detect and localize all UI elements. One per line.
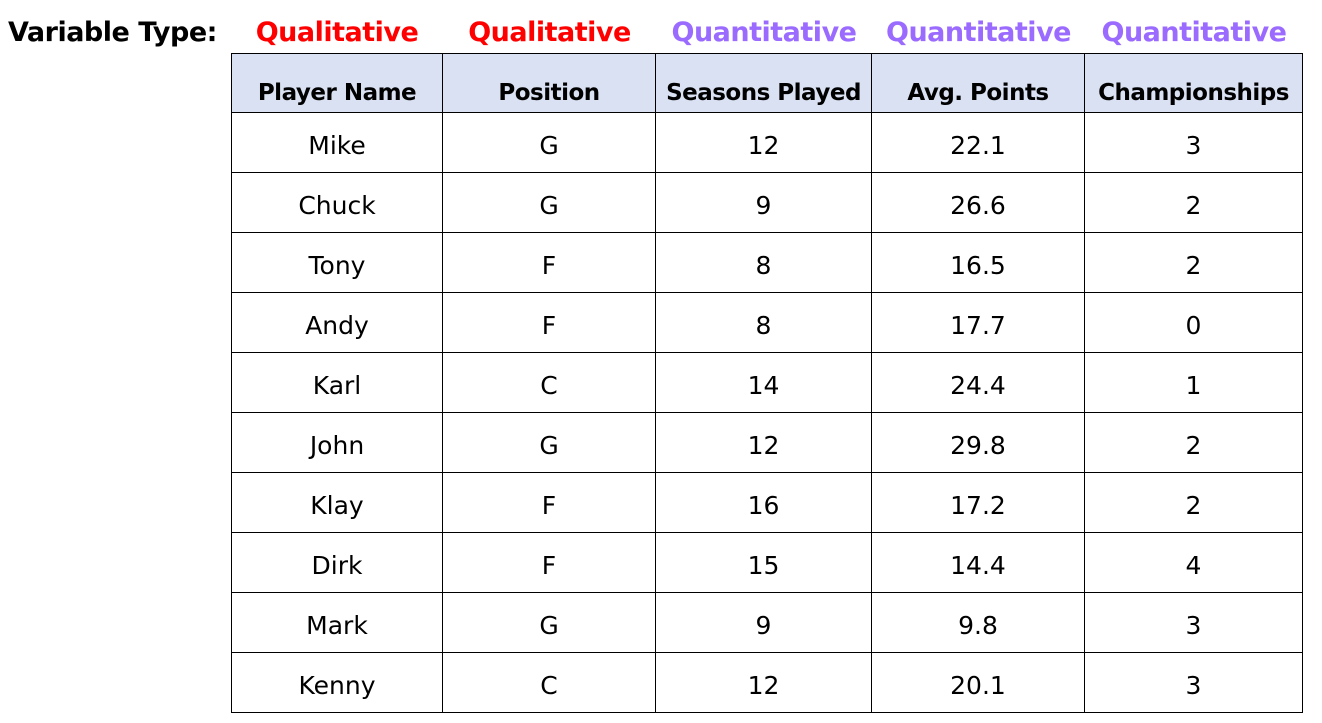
table-cell: 8: [656, 233, 872, 293]
table-cell: 4: [1085, 533, 1303, 593]
table-cell: John: [231, 413, 443, 473]
table-cell: 14: [656, 353, 872, 413]
variable-type-label: Variable Type:: [8, 16, 217, 48]
column-header: Seasons Played: [656, 53, 872, 113]
variable-type: Qualitative: [468, 16, 631, 48]
table-cell: Klay: [231, 473, 443, 533]
table-cell: 16.5: [872, 233, 1085, 293]
table-cell: 12: [656, 653, 872, 713]
table-cell: 17.7: [872, 293, 1085, 353]
table-cell: G: [443, 113, 656, 173]
table-cell: 0: [1085, 293, 1303, 353]
table-cell: C: [443, 353, 656, 413]
table-cell: 22.1: [872, 113, 1085, 173]
variable-type: Quantitative: [886, 16, 1071, 48]
table-cell: 9: [656, 593, 872, 653]
table-cell: 24.4: [872, 353, 1085, 413]
table-cell: Chuck: [231, 173, 443, 233]
table-cell: 20.1: [872, 653, 1085, 713]
table-cell: 3: [1085, 113, 1303, 173]
table-cell: 14.4: [872, 533, 1085, 593]
table-cell: C: [443, 653, 656, 713]
table-cell: 16: [656, 473, 872, 533]
table-cell: 8: [656, 293, 872, 353]
column-header: Player Name: [231, 53, 443, 113]
table-cell: Dirk: [231, 533, 443, 593]
column-header: Position: [443, 53, 656, 113]
table-cell: 1: [1085, 353, 1303, 413]
table-cell: G: [443, 593, 656, 653]
table-cell: 12: [656, 113, 872, 173]
variable-type: Qualitative: [255, 16, 419, 48]
table-cell: Mike: [231, 113, 443, 173]
table-cell: 15: [656, 533, 872, 593]
table-cell: 9.8: [872, 593, 1085, 653]
table-cell: Andy: [231, 293, 443, 353]
table-cell: G: [443, 413, 656, 473]
table-cell: Tony: [231, 233, 443, 293]
table-cell: 12: [656, 413, 872, 473]
table-cell: 9: [656, 173, 872, 233]
table-cell: F: [443, 473, 656, 533]
column-header: Avg. Points: [872, 53, 1085, 113]
table-cell: 3: [1085, 653, 1303, 713]
table-cell: Kenny: [231, 653, 443, 713]
table-cell: 2: [1085, 473, 1303, 533]
table-cell: F: [443, 293, 656, 353]
table-cell: Karl: [231, 353, 443, 413]
table-cell: F: [443, 533, 656, 593]
table-cell: G: [443, 173, 656, 233]
table-cell: 2: [1085, 233, 1303, 293]
variable-type: Quantitative: [1101, 16, 1287, 48]
column-header: Championships: [1085, 53, 1303, 113]
table-cell: 3: [1085, 593, 1303, 653]
table-cell: 2: [1085, 413, 1303, 473]
table-cell: F: [443, 233, 656, 293]
table-cell: 17.2: [872, 473, 1085, 533]
table-cell: Mark: [231, 593, 443, 653]
table-cell: 29.8: [872, 413, 1085, 473]
table-cell: 26.6: [872, 173, 1085, 233]
table-cell: 2: [1085, 173, 1303, 233]
variable-type: Quantitative: [671, 16, 857, 48]
